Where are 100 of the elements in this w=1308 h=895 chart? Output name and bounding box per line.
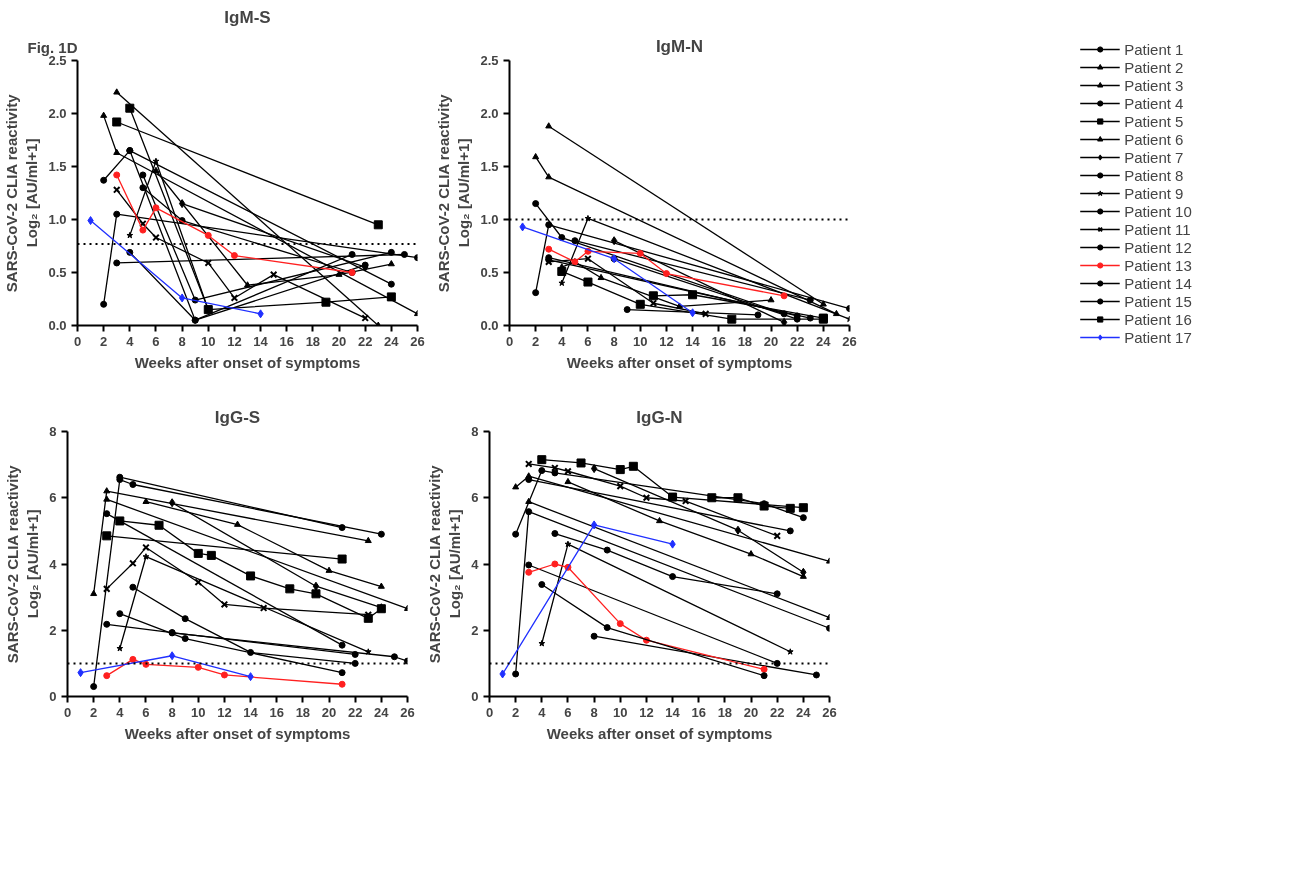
x-tick-label: 2: [90, 704, 98, 720]
x-tick-label: 6: [142, 704, 150, 720]
y-tick-label: 6: [49, 490, 57, 506]
x-tick-label: 10: [201, 333, 216, 349]
legend-label: Patient 13: [1124, 256, 1192, 273]
x-tick-label: 20: [331, 333, 347, 349]
y-tick-label: 1.5: [48, 159, 67, 174]
x-tick-label: 8: [590, 704, 598, 720]
x-tick-label: 24: [796, 704, 812, 720]
legend-label: Patient 14: [1124, 274, 1192, 291]
legend-label: Patient 8: [1124, 166, 1184, 183]
y-tick-label: 0: [471, 689, 479, 704]
y-tick-label: 2.0: [480, 106, 499, 121]
y-tick-label: 4: [471, 556, 480, 572]
x-tick-label: 10: [633, 333, 648, 349]
x-tick-label: 16: [711, 333, 726, 349]
y-tick-label: 0.5: [48, 265, 67, 280]
x-tick-label: 20: [743, 704, 759, 720]
x-tick-label: 14: [665, 704, 681, 720]
legend-label: Patient 12: [1124, 238, 1192, 255]
x-tick-label: 26: [400, 704, 415, 720]
legend-label: Patient 5: [1124, 112, 1184, 129]
x-tick-label: 8: [610, 333, 618, 349]
y-tick-label: 2: [471, 622, 479, 638]
x-tick-label: 26: [842, 333, 857, 349]
y-tick-label: 2.5: [48, 53, 67, 68]
x-axis-title: Weeks after onset of symptoms: [566, 353, 793, 371]
y-axis-title: SARS-CoV-2 CLIA reactivity Log₂ [AU/ml+1]: [3, 464, 42, 664]
x-tick-label: 0: [73, 333, 82, 349]
y-axis-title: SARS-CoV-2 CLIA reactivity Log₂ [AU/ml+1]: [3, 93, 41, 293]
x-tick-label: 20: [763, 333, 779, 349]
x-tick-label: 2: [100, 333, 108, 349]
legend-label: Patient 11: [1124, 220, 1191, 237]
x-tick-label: 26: [410, 333, 425, 349]
x-tick-label: 12: [659, 333, 674, 349]
x-tick-label: 26: [822, 704, 837, 720]
x-tick-label: 14: [253, 333, 269, 349]
chart-title: IgM-N: [655, 36, 704, 56]
y-tick-label: 0.0: [480, 318, 499, 333]
x-tick-label: 20: [321, 704, 337, 720]
y-tick-label: 1.0: [480, 212, 499, 227]
x-tick-label: 22: [789, 333, 805, 349]
x-tick-label: 4: [538, 704, 547, 720]
y-tick-label: 0.0: [48, 318, 67, 333]
legend-label: Patient 3: [1124, 76, 1184, 93]
x-tick-label: 8: [168, 704, 176, 720]
x-tick-label: 22: [769, 704, 785, 720]
x-tick-label: 14: [243, 704, 259, 720]
y-tick-label: 4: [49, 556, 58, 572]
x-tick-label: 8: [178, 333, 186, 349]
y-tick-label: 0.5: [480, 265, 499, 280]
x-tick-label: 0: [505, 333, 514, 349]
y-tick-label: 1.5: [480, 159, 499, 174]
x-tick-label: 4: [558, 333, 567, 349]
x-tick-label: 6: [152, 333, 160, 349]
x-tick-label: 24: [374, 704, 390, 720]
x-tick-label: 16: [691, 704, 706, 720]
y-tick-label: 0: [49, 689, 57, 704]
x-tick-label: 4: [116, 704, 125, 720]
legend-label: Patient 1: [1124, 40, 1184, 57]
x-tick-label: 18: [305, 333, 321, 349]
y-axis-title: SARS-CoV-2 CLIA reactivity Log₂ [AU/ml+1]: [425, 464, 464, 664]
chart-title: IgG-N: [636, 407, 683, 427]
x-tick-label: 18: [295, 704, 311, 720]
legend-label: Patient 16: [1124, 310, 1192, 327]
x-tick-label: 18: [737, 333, 753, 349]
legend-label: Patient 4: [1124, 94, 1184, 111]
legend-label: Patient 17: [1124, 328, 1192, 345]
x-tick-label: 10: [613, 704, 628, 720]
x-tick-label: 24: [384, 333, 400, 349]
y-tick-label: 2.0: [48, 106, 67, 121]
x-tick-label: 12: [227, 333, 242, 349]
x-tick-label: 12: [639, 704, 654, 720]
x-axis-title: Weeks after onset of symptoms: [546, 724, 773, 742]
y-tick-label: 1.0: [48, 212, 67, 227]
legend-label: Patient 15: [1124, 292, 1192, 309]
x-tick-label: 18: [717, 704, 733, 720]
x-tick-label: 10: [191, 704, 206, 720]
y-axis-title: SARS-CoV-2 CLIA reactivity Log₂ [AU/ml+1]: [435, 93, 473, 293]
x-tick-label: 4: [126, 333, 135, 349]
legend-label: Patient 7: [1124, 148, 1184, 165]
x-tick-label: 14: [685, 333, 701, 349]
y-tick-label: 2.5: [480, 53, 499, 68]
y-tick-label: 6: [471, 490, 479, 506]
legend-label: Patient 10: [1124, 202, 1192, 219]
y-tick-label: 8: [49, 424, 57, 439]
x-tick-label: 6: [584, 333, 592, 349]
x-tick-label: 22: [357, 333, 373, 349]
x-tick-label: 16: [269, 704, 284, 720]
x-tick-label: 2: [512, 704, 520, 720]
x-tick-label: 12: [217, 704, 232, 720]
legend-label: Patient 9: [1124, 184, 1184, 201]
x-tick-label: 2: [532, 333, 540, 349]
x-axis-title: Weeks after onset of symptoms: [124, 724, 351, 742]
chart-title: IgG-S: [214, 407, 261, 427]
x-tick-label: 22: [347, 704, 363, 720]
y-tick-label: 2: [49, 622, 57, 638]
y-tick-label: 8: [471, 424, 479, 439]
legend-label: Patient 2: [1124, 58, 1184, 75]
x-axis-title: Weeks after onset of symptoms: [134, 353, 361, 371]
